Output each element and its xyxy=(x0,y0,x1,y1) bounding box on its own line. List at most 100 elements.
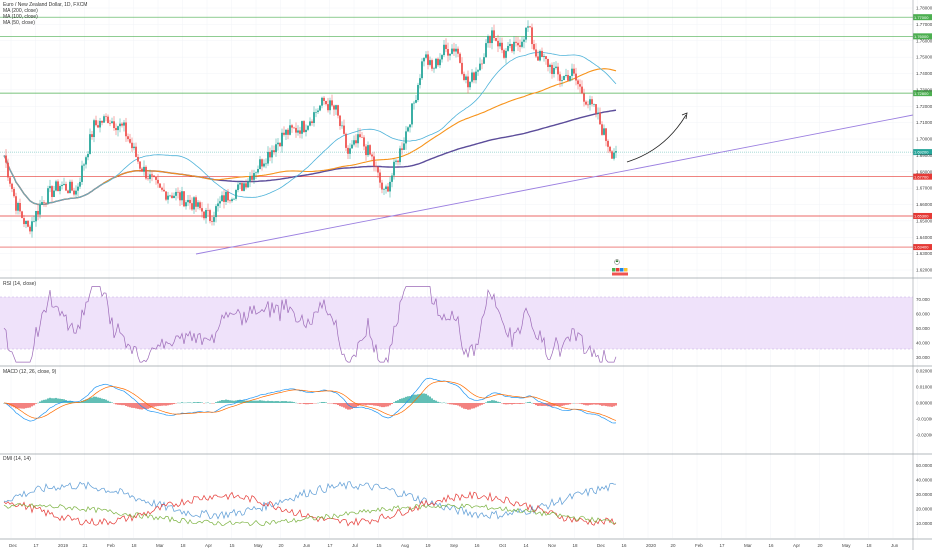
candle-up xyxy=(507,45,509,51)
macd-histogram-bar xyxy=(321,401,323,403)
macd-histogram-bar xyxy=(457,403,459,406)
event-badge[interactable] xyxy=(616,268,620,272)
macd-histogram-bar xyxy=(405,396,407,403)
candle-up xyxy=(409,124,411,128)
macd-histogram-bar xyxy=(241,400,243,403)
price-tick-label: 1.77000 xyxy=(916,22,932,27)
price-tick-label: 1.63000 xyxy=(916,251,932,256)
candle-up xyxy=(569,75,571,81)
candle-up xyxy=(301,121,303,134)
trendline[interactable] xyxy=(195,114,914,255)
candle-up xyxy=(257,169,259,173)
candle-up xyxy=(271,150,273,158)
candle-down xyxy=(95,120,97,126)
macd-histogram-bar xyxy=(369,403,371,405)
macd-histogram-bar xyxy=(63,399,65,403)
candle-down xyxy=(501,42,503,51)
projection-arrow[interactable] xyxy=(626,112,688,163)
candle-up xyxy=(111,121,113,124)
macd-histogram-bar xyxy=(57,398,59,403)
macd-histogram-bar xyxy=(421,393,423,403)
macd-histogram-bar xyxy=(379,403,381,407)
candle-up xyxy=(173,195,175,199)
candle-down xyxy=(333,105,335,110)
macd-histogram-bar xyxy=(429,396,431,403)
macd-histogram-bar xyxy=(197,402,199,403)
time-tick-label: 18 xyxy=(573,543,579,548)
candle-up xyxy=(367,145,369,156)
event-badge[interactable] xyxy=(620,268,624,272)
candle-up xyxy=(219,201,221,204)
candle-up xyxy=(385,186,387,190)
macd-histogram-bar xyxy=(541,403,543,406)
dmi-tick-label: 50.0000 xyxy=(916,463,932,468)
candle-up xyxy=(321,97,323,106)
event-marker[interactable] xyxy=(612,259,628,276)
axes: 1.78000 1.77000 1.76000 1.75000 1.74000 1.730… xyxy=(9,0,932,550)
time-tick-label: Apr xyxy=(205,543,213,548)
macd-histogram-bar xyxy=(325,402,327,403)
candle-up xyxy=(505,50,507,58)
time-tick-label: Jun xyxy=(891,543,899,548)
candle-down xyxy=(71,181,73,191)
macd-histogram-bar xyxy=(109,401,111,403)
macd-histogram-bar xyxy=(505,403,507,405)
candle-up xyxy=(479,63,481,71)
candle-up xyxy=(243,183,245,191)
macd-histogram-bar xyxy=(25,403,27,409)
candle-up xyxy=(249,176,251,182)
event-badge[interactable] xyxy=(612,268,616,272)
macd-histogram-bar xyxy=(51,398,53,403)
candle-up xyxy=(549,64,551,67)
macd-histogram-bar xyxy=(597,403,599,405)
macd-histogram-bar xyxy=(163,403,165,406)
macd-line xyxy=(3,377,617,424)
candle-down xyxy=(29,226,31,232)
macd-histogram-bar xyxy=(361,403,363,405)
macd-histogram-bar xyxy=(565,403,567,405)
macd-histogram-bar xyxy=(599,403,601,406)
candle-up xyxy=(93,120,95,138)
candle-up xyxy=(181,191,183,201)
candle-down xyxy=(323,97,325,101)
candle-up xyxy=(449,53,451,56)
macd-histogram-bar xyxy=(137,403,139,409)
candle-down xyxy=(179,192,181,201)
candle-up xyxy=(443,44,445,56)
macd-histogram-bar xyxy=(53,398,55,403)
macd-histogram-bar xyxy=(601,403,603,406)
candle-up xyxy=(475,71,477,81)
macd-histogram-bar xyxy=(307,403,309,405)
candle-down xyxy=(21,211,23,219)
macd-histogram-bar xyxy=(87,399,89,403)
macd-tick-label: 0.02000 xyxy=(916,369,932,374)
pane-separators[interactable] xyxy=(0,277,932,540)
candle-down xyxy=(57,181,59,192)
macd-histogram-bar xyxy=(231,400,233,403)
candle-up xyxy=(317,110,319,113)
macd-histogram-bar xyxy=(117,403,119,405)
candle-down xyxy=(605,128,607,141)
candle-up xyxy=(441,55,443,60)
candle-down xyxy=(331,100,333,106)
macd-histogram-bar xyxy=(595,403,597,405)
candle-up xyxy=(123,122,125,126)
candle-down xyxy=(27,220,29,227)
macd-histogram-bar xyxy=(201,402,203,403)
macd-histogram-bar xyxy=(447,403,449,404)
event-badge[interactable] xyxy=(624,268,628,272)
candle-up xyxy=(33,221,35,222)
candle-up xyxy=(309,121,311,126)
projection-curve[interactable] xyxy=(626,114,687,163)
candle-down xyxy=(37,210,39,215)
candle-up xyxy=(509,43,511,46)
price-tick-label: 1.73000 xyxy=(916,87,932,92)
candle-up xyxy=(263,163,265,167)
candle-up xyxy=(247,181,249,188)
candle-down xyxy=(531,27,533,45)
macd-histogram-bar xyxy=(299,403,301,404)
rising-trendline[interactable] xyxy=(195,114,914,255)
candle-up xyxy=(465,76,467,80)
horizontal-levels[interactable]: 1.77000 1.76000 1.72800 1.67700 1.65300 1.634… xyxy=(0,14,932,251)
